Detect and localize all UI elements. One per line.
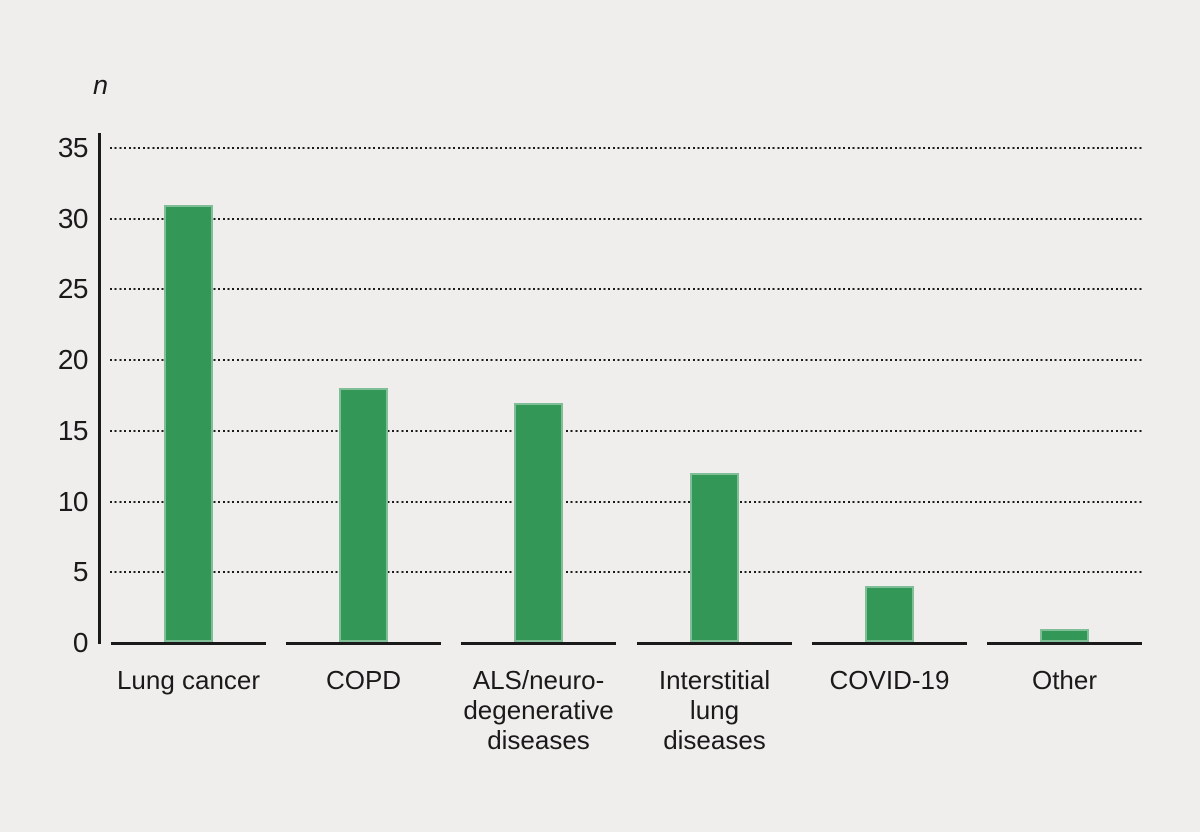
- bar-other: [1040, 629, 1089, 642]
- x-tick-label-line: Interstitial: [658, 665, 771, 695]
- x-tick-label-line: degenerative: [463, 695, 614, 725]
- y-tick-20: 20: [57, 344, 89, 375]
- x-tick-label-covid-19: COVID-19: [797, 665, 982, 695]
- x-tick-label-line: COVID-19: [829, 665, 950, 695]
- x-tick-label-line: Lung cancer: [116, 665, 261, 695]
- y-tick-30: 30: [57, 203, 89, 234]
- baseline-segment-other: [987, 642, 1142, 645]
- x-tick-label-line: COPD: [325, 665, 402, 695]
- x-tick-label-copd: COPD: [271, 665, 456, 695]
- y-tick-10: 10: [57, 486, 89, 517]
- baseline-segment-copd: [286, 642, 441, 645]
- baseline-segment-interstitial-lung-diseases: [637, 642, 792, 645]
- baseline-segment-als-neuro-degenerative-diseases: [461, 642, 616, 645]
- x-tick-label-lung-cancer: Lung cancer: [96, 665, 281, 695]
- y-axis-label: n: [93, 70, 109, 100]
- gridline-10: [110, 501, 1143, 503]
- x-tick-label-als-neuro-degenerative-diseases: ALS/neuro-degenerative diseases: [446, 665, 631, 755]
- baseline-segment-covid-19: [812, 642, 967, 645]
- bar-als-neuro-degenerative-diseases: [514, 403, 563, 642]
- x-tick-label-line: ALS/neuro-: [472, 665, 605, 695]
- gridline-5: [110, 571, 1143, 573]
- gridline-15: [110, 430, 1143, 432]
- gridline-20: [110, 359, 1143, 361]
- y-tick-5: 5: [72, 556, 89, 587]
- gridline-35: [110, 147, 1143, 149]
- y-tick-0: 0: [72, 627, 89, 658]
- y-axis-line: [98, 133, 101, 644]
- x-tick-label-line: diseases: [663, 725, 766, 755]
- bar-interstitial-lung-diseases: [690, 473, 739, 642]
- bar-covid-19: [865, 586, 914, 642]
- baseline-segment-lung-cancer: [111, 642, 266, 645]
- gridline-25: [110, 288, 1143, 290]
- x-tick-label-line: Other: [1031, 665, 1098, 695]
- y-tick-35: 35: [57, 132, 89, 163]
- y-tick-15: 15: [57, 415, 89, 446]
- x-tick-label-line: lung: [689, 695, 740, 725]
- x-tick-label-other: Other: [972, 665, 1157, 695]
- bar-lung-cancer: [164, 205, 213, 642]
- x-tick-label-interstitial-lung-diseases: Interstitial lung diseases: [622, 665, 807, 755]
- bar-copd: [339, 388, 388, 642]
- gridline-30: [110, 218, 1143, 220]
- y-tick-25: 25: [57, 273, 89, 304]
- x-tick-label-line: diseases: [487, 725, 590, 755]
